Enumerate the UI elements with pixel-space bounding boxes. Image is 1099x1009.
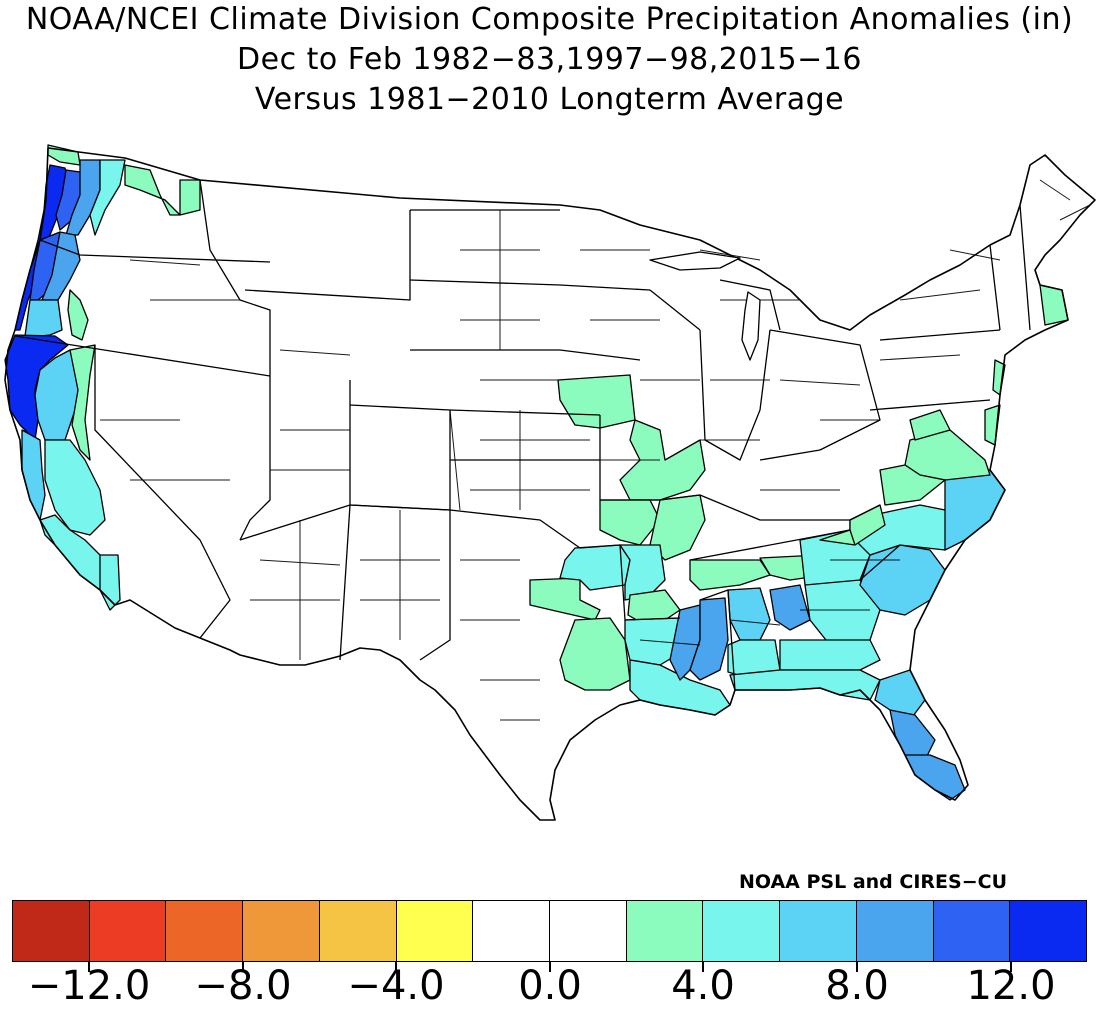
- state-line-mn-ia: [559, 284, 651, 361]
- state-line-ar-la: [619, 544, 681, 621]
- division-ms-valley-iowa: [557, 374, 636, 429]
- state-line-mo: [599, 415, 701, 501]
- state-line-az-nm: [239, 504, 351, 661]
- state-line-ms-al: [699, 589, 736, 691]
- legend-label: 4.0: [671, 963, 735, 1009]
- division-or-willamette: [41, 231, 81, 301]
- legend-label: 8.0: [825, 963, 889, 1009]
- division-fl-south: [904, 754, 966, 801]
- lake-superior: [649, 251, 741, 271]
- title-line-2: Dec to Feb 1982−83,1997−98,2015−16: [237, 42, 862, 77]
- state-line-pa-ny: [869, 329, 1001, 411]
- legend-label: 0.0: [518, 963, 582, 1009]
- state-line-or-ca: [14, 335, 271, 377]
- title-line-3: Versus 1981−2010 Longterm Average: [254, 82, 845, 117]
- legend-swatch: [550, 901, 627, 961]
- division-fl-panhandle: [729, 669, 881, 701]
- legend-swatch: [243, 901, 320, 961]
- state-line-dakotas: [409, 209, 561, 351]
- legend-swatch: [1010, 901, 1087, 961]
- state-line-oh: [759, 329, 881, 461]
- division-wa-north: [124, 164, 201, 216]
- legend-tick: [1010, 962, 1012, 972]
- lake-michigan: [741, 291, 761, 361]
- division-or-sw: [24, 299, 63, 337]
- legend-label: −8.0: [194, 963, 292, 1009]
- state-line-wa-or: [39, 239, 271, 263]
- legend-tick: [549, 962, 551, 972]
- state-line-ne-states: [989, 204, 1041, 331]
- division-ar-se: [627, 589, 681, 623]
- legend-swatch: [13, 901, 90, 961]
- state-line-nm-tx: [349, 504, 451, 661]
- legend-swatch: [319, 901, 397, 961]
- state-line-ne-ks: [449, 409, 601, 461]
- legend-label: −4.0: [347, 963, 445, 1009]
- division-or-cascades-e: [67, 289, 89, 341]
- division-tn-west: [689, 559, 771, 591]
- division-ca-san-joaquin: [44, 439, 106, 536]
- us-climate-division-map: [4, 144, 1096, 821]
- state-line-tn-al-ga: [689, 529, 856, 561]
- division-ca-sacramento: [34, 349, 81, 441]
- legend-label: −12.0: [27, 963, 151, 1009]
- legend-tick: [856, 962, 858, 972]
- legend-tick: [242, 962, 244, 972]
- division-texas-ne: [529, 577, 601, 621]
- legend-swatch: [166, 901, 244, 961]
- division-texas-east: [559, 617, 631, 691]
- division-missouri-east: [619, 419, 706, 501]
- legend-tick: [702, 962, 704, 972]
- legend-swatch: [626, 901, 704, 961]
- division-ma-east: [1039, 284, 1069, 326]
- us-outline: [4, 147, 1096, 821]
- legend-tick: [395, 962, 397, 972]
- state-line-ca-nv: [94, 345, 231, 639]
- division-va-west: [879, 464, 946, 506]
- division-ca-ne-interior: [69, 344, 96, 461]
- state-line-mt-wy: [244, 210, 411, 301]
- state-line-ky-tn: [699, 494, 881, 521]
- division-fl-central: [889, 709, 936, 761]
- title-line-1: NOAA/NCEI Climate Division Composite Pre…: [25, 2, 1074, 37]
- legend-tick: [88, 962, 90, 972]
- division-ga-south: [779, 639, 881, 671]
- state-line-wi-mi: [649, 279, 781, 331]
- division-ca-south-interior: [99, 554, 121, 611]
- credit-label: NOAA PSL and CIRES−CU: [738, 871, 1007, 893]
- color-legend-bar: [12, 900, 1087, 962]
- state-line-ok-tx: [449, 509, 621, 549]
- division-nc-coastal: [944, 469, 1006, 551]
- division-wv: [909, 409, 951, 441]
- state-line-id: [199, 179, 271, 376]
- division-al-north: [727, 587, 771, 641]
- division-al-east: [769, 584, 811, 631]
- legend-swatch: [473, 901, 551, 961]
- state-line-il-in: [699, 329, 771, 461]
- state-line-nv-ut: [239, 376, 271, 541]
- legend-swatch: [856, 901, 934, 961]
- division-wa-cascades: [89, 159, 126, 236]
- state-line-ut-co: [349, 380, 451, 511]
- legend-swatch: [780, 901, 857, 961]
- chart-title: NOAA/NCEI Climate Division Composite Pre…: [0, 0, 1099, 120]
- legend-label: 12.0: [966, 963, 1056, 1009]
- legend-swatch: [703, 901, 781, 961]
- legend-swatch: [933, 901, 1011, 961]
- legend-swatch: [396, 901, 474, 961]
- state-line-ga-sc: [859, 544, 901, 581]
- legend-swatch: [89, 901, 167, 961]
